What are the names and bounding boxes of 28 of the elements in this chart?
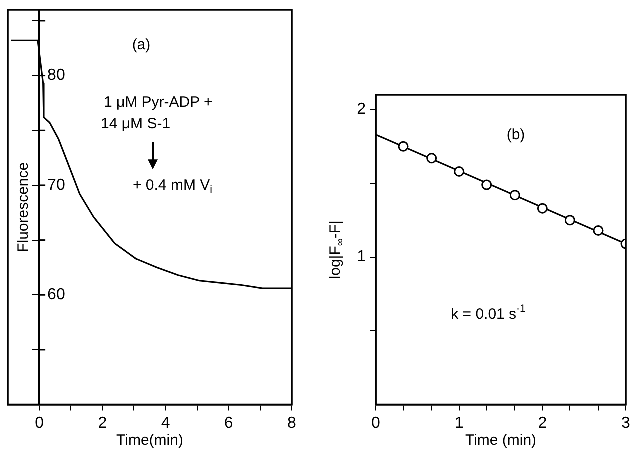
y-tick-label: 70 bbox=[48, 176, 66, 194]
x-axis-title: Time(min) bbox=[116, 432, 184, 450]
point bbox=[510, 190, 520, 201]
y-axis-title: log|F∞-F| bbox=[327, 220, 346, 280]
x-tick-label: 6 bbox=[224, 414, 234, 432]
y-tick-label: 80 bbox=[48, 67, 66, 84]
x-axis-title: Time (min) bbox=[465, 432, 537, 450]
y-tick-label: 60 bbox=[48, 286, 66, 304]
point bbox=[398, 141, 409, 152]
point bbox=[454, 166, 465, 177]
point bbox=[564, 215, 576, 226]
point bbox=[426, 153, 438, 164]
x-tick-label: 0 bbox=[35, 414, 44, 432]
x-tick-label: 2 bbox=[98, 414, 108, 432]
annotation: (a) bbox=[132, 36, 151, 54]
annotation: (b) bbox=[506, 126, 526, 144]
x-tick-label: 0 bbox=[372, 414, 381, 432]
point bbox=[537, 203, 548, 214]
x-tick-label: 1 bbox=[454, 414, 464, 432]
annotation: 14 μM S-1 bbox=[101, 116, 171, 133]
x-tick-label: 8 bbox=[288, 414, 297, 432]
y-axis-title: Fluorescence bbox=[14, 162, 32, 252]
point bbox=[593, 225, 604, 236]
x-tick-label: 4 bbox=[161, 414, 170, 432]
annotation: 1 μM Pyr-ADP + bbox=[104, 94, 214, 111]
point bbox=[482, 180, 492, 190]
x-tick-label: 3 bbox=[622, 414, 631, 432]
x-tick-label: 2 bbox=[538, 414, 548, 432]
